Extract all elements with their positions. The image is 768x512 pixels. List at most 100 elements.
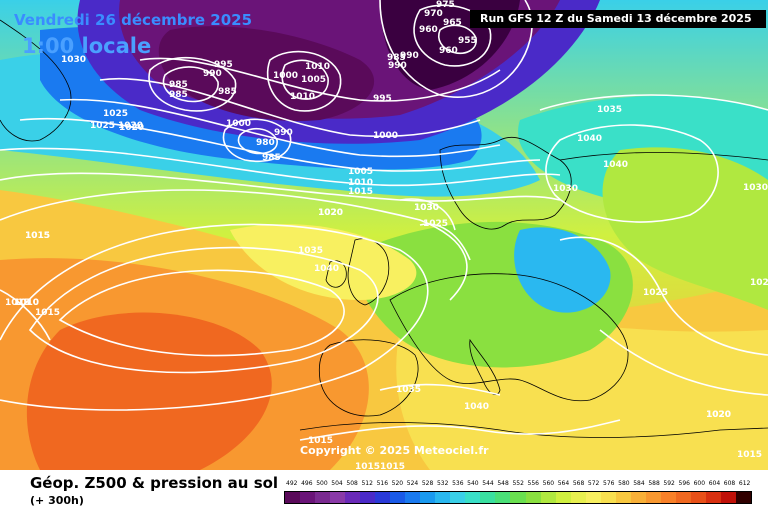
pressure-label: 990 bbox=[203, 69, 222, 79]
pressure-label: 1005 bbox=[348, 167, 373, 177]
band-red-orange bbox=[26, 312, 272, 470]
copyright-notice: Copyright © 2025 Meteociel.fr bbox=[300, 444, 489, 457]
pressure-label: 1020 bbox=[318, 208, 343, 218]
scale-swatch bbox=[555, 492, 571, 503]
scale-label: 500 bbox=[316, 480, 328, 487]
scale-swatch bbox=[540, 492, 556, 503]
pressure-label: 1025 bbox=[643, 288, 668, 298]
coast-mainland-europe bbox=[389, 273, 629, 402]
scale-swatch bbox=[600, 492, 616, 503]
isobar-1015-south bbox=[299, 419, 621, 441]
scale-swatch bbox=[390, 492, 406, 503]
isobar-1035 bbox=[28, 246, 379, 374]
pressure-label: 985 bbox=[387, 53, 406, 63]
pressure-label: 1030 bbox=[414, 203, 439, 213]
isobar-1020-east bbox=[599, 329, 768, 396]
band-blue-trough bbox=[514, 227, 611, 313]
scale-swatch bbox=[360, 492, 376, 503]
pressure-label: 995 bbox=[214, 60, 233, 70]
isobar-995 bbox=[139, 57, 501, 102]
pressure-label: 995 bbox=[373, 94, 392, 104]
pressure-label: 1025 bbox=[90, 121, 115, 131]
scale-swatch bbox=[705, 492, 721, 503]
scale-label: 572 bbox=[587, 480, 600, 487]
pressure-label: 1010 bbox=[305, 62, 330, 72]
scale-swatch bbox=[585, 492, 601, 503]
scale-label: 496 bbox=[301, 480, 313, 487]
scale-label: 524 bbox=[406, 480, 419, 487]
pressure-label: 965 bbox=[443, 18, 462, 28]
color-scale-bar bbox=[284, 491, 752, 504]
pressure-label: 985 bbox=[218, 87, 237, 97]
forecast-time: 1:00 locale bbox=[22, 34, 152, 58]
chart-title: Géop. Z500 & pression au sol bbox=[30, 474, 279, 492]
pressure-label: 1040 bbox=[603, 160, 628, 170]
pressure-label: 955 bbox=[458, 36, 477, 46]
scale-swatch bbox=[690, 492, 706, 503]
isobar-1040-azores bbox=[58, 269, 345, 357]
isobar-1010-mid bbox=[281, 59, 329, 100]
isobar-955 bbox=[437, 24, 477, 54]
scale-swatch bbox=[420, 492, 436, 503]
isobar-1010 bbox=[19, 117, 541, 172]
scale-swatch bbox=[450, 492, 466, 503]
footer: Géop. Z500 & pression au sol (+ 300h) 49… bbox=[0, 470, 768, 512]
pressure-label: 1030 bbox=[743, 183, 768, 193]
scale-swatch bbox=[720, 492, 736, 503]
isobar-1030-central bbox=[399, 198, 456, 231]
scale-label: 552 bbox=[512, 480, 524, 487]
scale-label: 512 bbox=[361, 480, 373, 487]
pressure-label: 960 bbox=[439, 46, 458, 56]
pressure-label: 1020 bbox=[706, 410, 731, 420]
scale-label: 540 bbox=[467, 480, 479, 487]
pressure-label: 1010 bbox=[348, 178, 373, 188]
scale-swatch bbox=[570, 492, 586, 503]
pressure-label: 980 bbox=[256, 138, 275, 148]
scale-label: 544 bbox=[482, 480, 494, 487]
pressure-label: 985 bbox=[169, 80, 188, 90]
coast-north-africa bbox=[299, 422, 768, 438]
pressure-label: 1020 bbox=[118, 121, 143, 131]
isobar-1035-east bbox=[539, 94, 768, 111]
pressure-label: 975 bbox=[436, 0, 455, 10]
scale-swatch bbox=[465, 492, 481, 503]
coast-russia bbox=[559, 152, 768, 161]
pressure-label: 985 bbox=[169, 90, 188, 100]
pressure-label: 1020 bbox=[119, 123, 144, 133]
scale-label: 596 bbox=[678, 480, 690, 487]
coast-ireland bbox=[325, 260, 347, 288]
scale-swatch bbox=[645, 492, 661, 503]
scale-label: 592 bbox=[663, 480, 675, 487]
isobar-985-mid bbox=[237, 127, 278, 155]
scale-swatch bbox=[285, 492, 301, 503]
pressure-label: 970 bbox=[424, 9, 443, 19]
scale-label: 604 bbox=[708, 480, 721, 487]
isobar-960 bbox=[413, 4, 492, 67]
scale-label: 576 bbox=[603, 480, 615, 487]
isobar-1020-south bbox=[379, 383, 501, 396]
scale-label: 564 bbox=[557, 480, 570, 487]
run-info-banner: Run GFS 12 Z du Samedi 13 décembre 2025 bbox=[470, 10, 766, 28]
pressure-label: 1025 bbox=[103, 109, 128, 119]
scale-label: 492 bbox=[286, 480, 298, 487]
pressure-label: 1000 bbox=[226, 119, 251, 129]
pressure-label: 1010 bbox=[14, 298, 39, 308]
isobar-990-left bbox=[148, 56, 237, 112]
scale-label: 600 bbox=[693, 480, 706, 487]
isobar-1005 bbox=[59, 98, 501, 158]
scale-label: 568 bbox=[572, 480, 585, 487]
coastlines bbox=[0, 19, 768, 438]
scale-swatch bbox=[300, 492, 316, 503]
isobar-1000 bbox=[99, 78, 481, 138]
forecast-offset: (+ 300h) bbox=[30, 494, 84, 507]
scale-label: 528 bbox=[421, 480, 434, 487]
pressure-label: 990 bbox=[388, 61, 407, 71]
pressure-label: 1040 bbox=[314, 264, 339, 274]
pressure-label: 1040 bbox=[464, 402, 489, 412]
pressure-label: 1015 bbox=[5, 298, 30, 308]
pressure-label: 1020 bbox=[318, 208, 343, 218]
scale-label: 612 bbox=[738, 480, 751, 487]
coast-greenland bbox=[0, 19, 72, 142]
pressure-label: 985 bbox=[262, 153, 281, 163]
isobars bbox=[0, 0, 768, 440]
